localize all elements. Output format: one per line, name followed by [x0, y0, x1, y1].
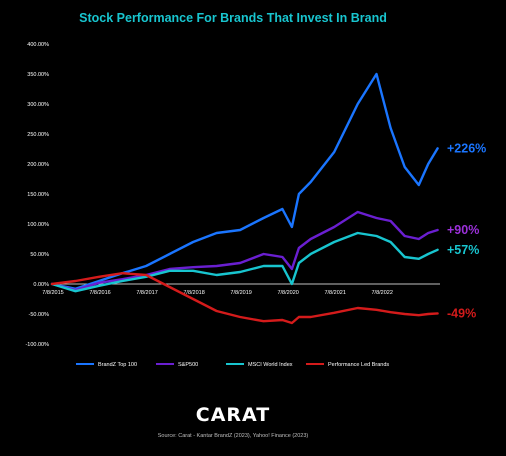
y-tick-label: 50.00% — [30, 252, 49, 258]
y-tick-label: 150.00% — [27, 192, 49, 198]
x-tick-label: 7/8/2018 — [183, 290, 204, 296]
series-line-2 — [50, 210, 439, 292]
legend: BrandZ Top 100 S&P500 MSCI World Index Perf… — [76, 362, 389, 368]
y-tick-label: 0.00% — [33, 282, 49, 288]
y-tick-label: 200.00% — [27, 162, 49, 168]
legend-label: S&P500 — [178, 362, 198, 368]
chart-title: Stock Performance For Brands That Invest… — [79, 11, 387, 25]
x-tick-label: 7/8/2016 — [89, 290, 110, 296]
x-tick-label: 7/8/2021 — [324, 290, 345, 296]
x-tick-label: 7/8/2015 — [42, 290, 63, 296]
y-tick-label: 350.00% — [27, 72, 49, 78]
legend-label: BrandZ Top 100 — [98, 362, 137, 368]
y-tick-label: 400.00% — [27, 42, 49, 48]
x-tick-label: 7/8/2017 — [136, 290, 157, 296]
end-label: +226% — [447, 141, 486, 155]
series-lines — [50, 72, 439, 325]
y-axis-ticks: 400.00% 350.00% 300.00% 250.00% 200.00% 150.0… — [25, 42, 49, 348]
source-note: Source: Carat - Kantar BrandZ (2023), Ya… — [157, 433, 309, 439]
legend-label: MSCI World Index — [248, 362, 293, 368]
y-tick-label: 100.00% — [27, 222, 49, 228]
y-tick-label: 250.00% — [27, 132, 49, 138]
legend-label: Performance Led Brands — [328, 362, 389, 368]
end-label: +90% — [447, 223, 479, 237]
x-axis-ticks: 7/8/2015 7/8/2016 7/8/2017 7/8/2018 7/8/2019… — [42, 290, 393, 296]
series-line-1 — [50, 72, 439, 290]
x-tick-label: 7/8/2020 — [277, 290, 298, 296]
end-label: +57% — [447, 243, 479, 257]
x-tick-label: 7/8/2019 — [230, 290, 251, 296]
series-line-4 — [50, 272, 439, 325]
y-tick-label: 300.00% — [27, 102, 49, 108]
end-labels: +226% +90% +57% -49% — [447, 141, 486, 320]
end-label: -49% — [447, 306, 476, 320]
carat-logo: CARAT — [195, 404, 271, 426]
x-tick-label: 7/8/2022 — [372, 290, 393, 296]
y-tick-label: -50.00% — [29, 312, 50, 318]
y-tick-label: -100.00% — [25, 342, 49, 348]
series-line-3 — [50, 231, 439, 293]
